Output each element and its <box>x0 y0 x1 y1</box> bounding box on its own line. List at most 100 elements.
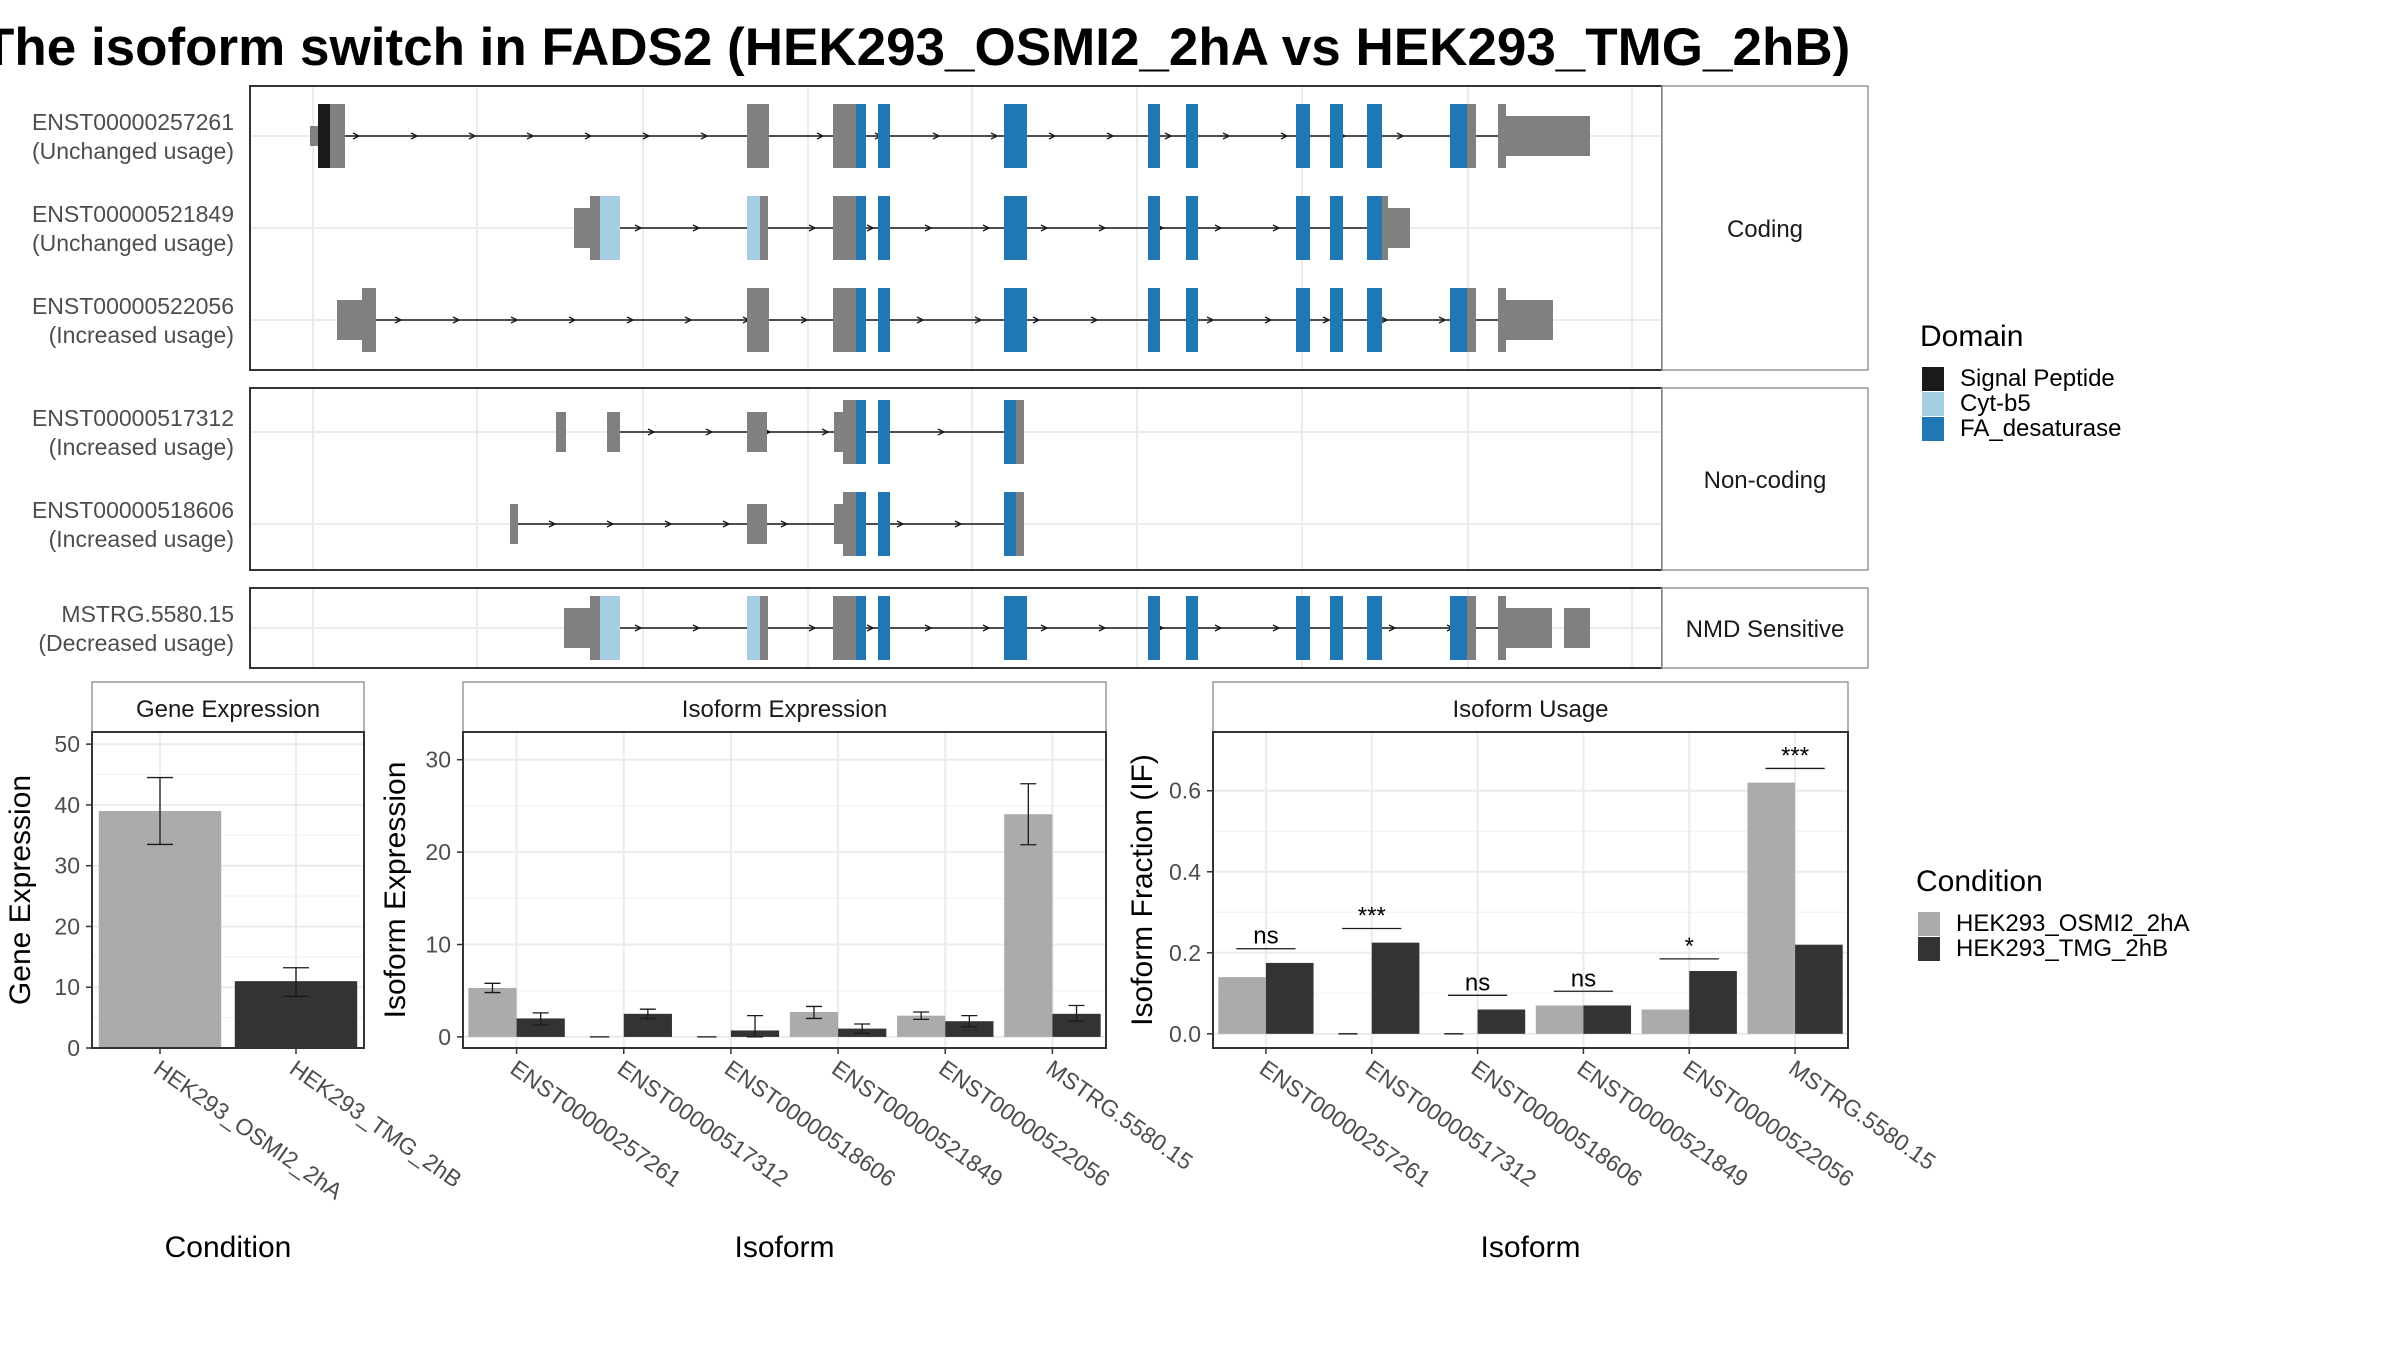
exon-block <box>833 196 856 260</box>
exon-block <box>590 596 600 660</box>
bar <box>945 1021 994 1037</box>
condition-legend-key <box>1918 912 1940 936</box>
exon-block <box>878 288 890 352</box>
exon-block <box>330 104 345 168</box>
domain-legend-key <box>1922 417 1944 441</box>
exon-block <box>1450 288 1467 352</box>
exon-block <box>1296 196 1310 260</box>
y-tick-label: 0.2 <box>1169 940 1201 966</box>
strand-arrow <box>1164 132 1173 140</box>
strand-arrow <box>982 224 991 232</box>
strand-arrow <box>1206 316 1215 324</box>
exon-block <box>1004 400 1016 464</box>
exon-block <box>878 400 890 464</box>
strand-arrow <box>700 132 709 140</box>
x-tick-label: ENST00000518606 <box>720 1055 900 1192</box>
domain-legend-key <box>1922 367 1944 391</box>
exon-block <box>856 288 866 352</box>
exon-block <box>1296 288 1310 352</box>
significance-label: *** <box>1781 742 1809 769</box>
plot-panel-border <box>91 731 365 1049</box>
strand-arrow <box>634 624 643 632</box>
strand-arrow <box>866 624 875 632</box>
strand-arrow <box>410 132 419 140</box>
isoform-id-label: ENST00000517312 <box>32 405 234 431</box>
y-tick-label: 30 <box>54 853 80 879</box>
isoform-usage-label: (Increased usage) <box>49 322 234 348</box>
y-tick-label: 0.4 <box>1169 859 1201 885</box>
exon-block <box>1296 596 1310 660</box>
strand-arrow <box>1222 132 1231 140</box>
facet-strip <box>1212 681 1849 733</box>
strand-arrow <box>1098 624 1107 632</box>
strand-arrow <box>982 624 991 632</box>
facet-label-nmd-sensitive: NMD Sensitive <box>1686 616 1845 643</box>
strand-arrow <box>924 224 933 232</box>
strand-arrow <box>634 224 643 232</box>
exon-block <box>833 104 856 168</box>
strand-arrow <box>990 132 999 140</box>
strand-arrow <box>1040 624 1049 632</box>
isoform-usage-label: (Unchanged usage) <box>32 230 234 256</box>
y-tick-label: 10 <box>54 974 80 1000</box>
domain-legend-key <box>1922 392 1944 416</box>
exon-block <box>878 104 890 168</box>
strand-arrow <box>705 428 714 436</box>
significance-label: *** <box>1358 902 1386 929</box>
exon-block <box>843 492 856 556</box>
x-tick-label: ENST00000521849 <box>827 1055 1007 1192</box>
y-tick-label: 40 <box>54 792 80 818</box>
exon-block <box>747 196 760 260</box>
strand-arrow <box>1322 316 1331 324</box>
x-tick-label: ENST00000521849 <box>1573 1055 1753 1192</box>
exon-block <box>574 208 590 248</box>
isoform-usage-label: (Increased usage) <box>49 434 234 460</box>
exon-block <box>362 288 376 352</box>
exon-block <box>856 104 866 168</box>
strand-arrow <box>692 624 701 632</box>
x-tick-label: ENST00000257261 <box>506 1055 686 1192</box>
condition-legend-title: Condition <box>1916 865 2043 898</box>
facet-strip <box>91 681 365 733</box>
structure-panel-bg <box>250 388 1662 570</box>
x-tick-label: ENST00000517312 <box>1361 1055 1541 1192</box>
exon-block <box>1016 400 1024 464</box>
strand-arrow <box>816 132 825 140</box>
strand-arrow <box>821 428 830 436</box>
strand-arrow <box>924 624 933 632</box>
exon-block <box>747 288 769 352</box>
bar <box>1265 962 1314 1034</box>
chart-title: The isoform switch in FADS2 (HEK293_OSMI… <box>0 18 1851 77</box>
significance-label: ns <box>1571 965 1596 992</box>
exon-block <box>1004 288 1027 352</box>
x-axis-title: Condition <box>165 1231 292 1264</box>
exon-block <box>1498 596 1506 660</box>
exon-block <box>1506 116 1590 156</box>
condition-legend-key <box>1918 937 1940 961</box>
bar <box>1477 1009 1526 1034</box>
strand-arrow <box>664 520 673 528</box>
strand-arrow <box>1106 132 1115 140</box>
exon-block <box>833 288 856 352</box>
facet-label-coding: Coding <box>1727 216 1803 243</box>
significance-label: * <box>1685 933 1694 960</box>
exon-block <box>1498 104 1506 168</box>
exon-block <box>1330 196 1343 260</box>
exon-block <box>607 412 620 452</box>
y-tick-label: 0 <box>67 1035 80 1061</box>
exon-block <box>1186 288 1198 352</box>
bar <box>1004 814 1053 1037</box>
strand-arrow <box>937 428 946 436</box>
facet-strip-label: Isoform Usage <box>1452 696 1608 723</box>
y-tick-label: 0.6 <box>1169 778 1201 804</box>
isoform-id-label: ENST00000522056 <box>32 293 234 319</box>
y-tick-label: 0 <box>438 1024 451 1050</box>
exon-block <box>856 196 866 260</box>
exon-block <box>1367 596 1382 660</box>
strand-arrow <box>568 316 577 324</box>
domain-legend-label: Signal Peptide <box>1960 365 2115 392</box>
strand-arrow <box>692 224 701 232</box>
exon-block <box>834 412 843 452</box>
bar <box>1641 1009 1690 1034</box>
exon-block <box>318 104 330 168</box>
